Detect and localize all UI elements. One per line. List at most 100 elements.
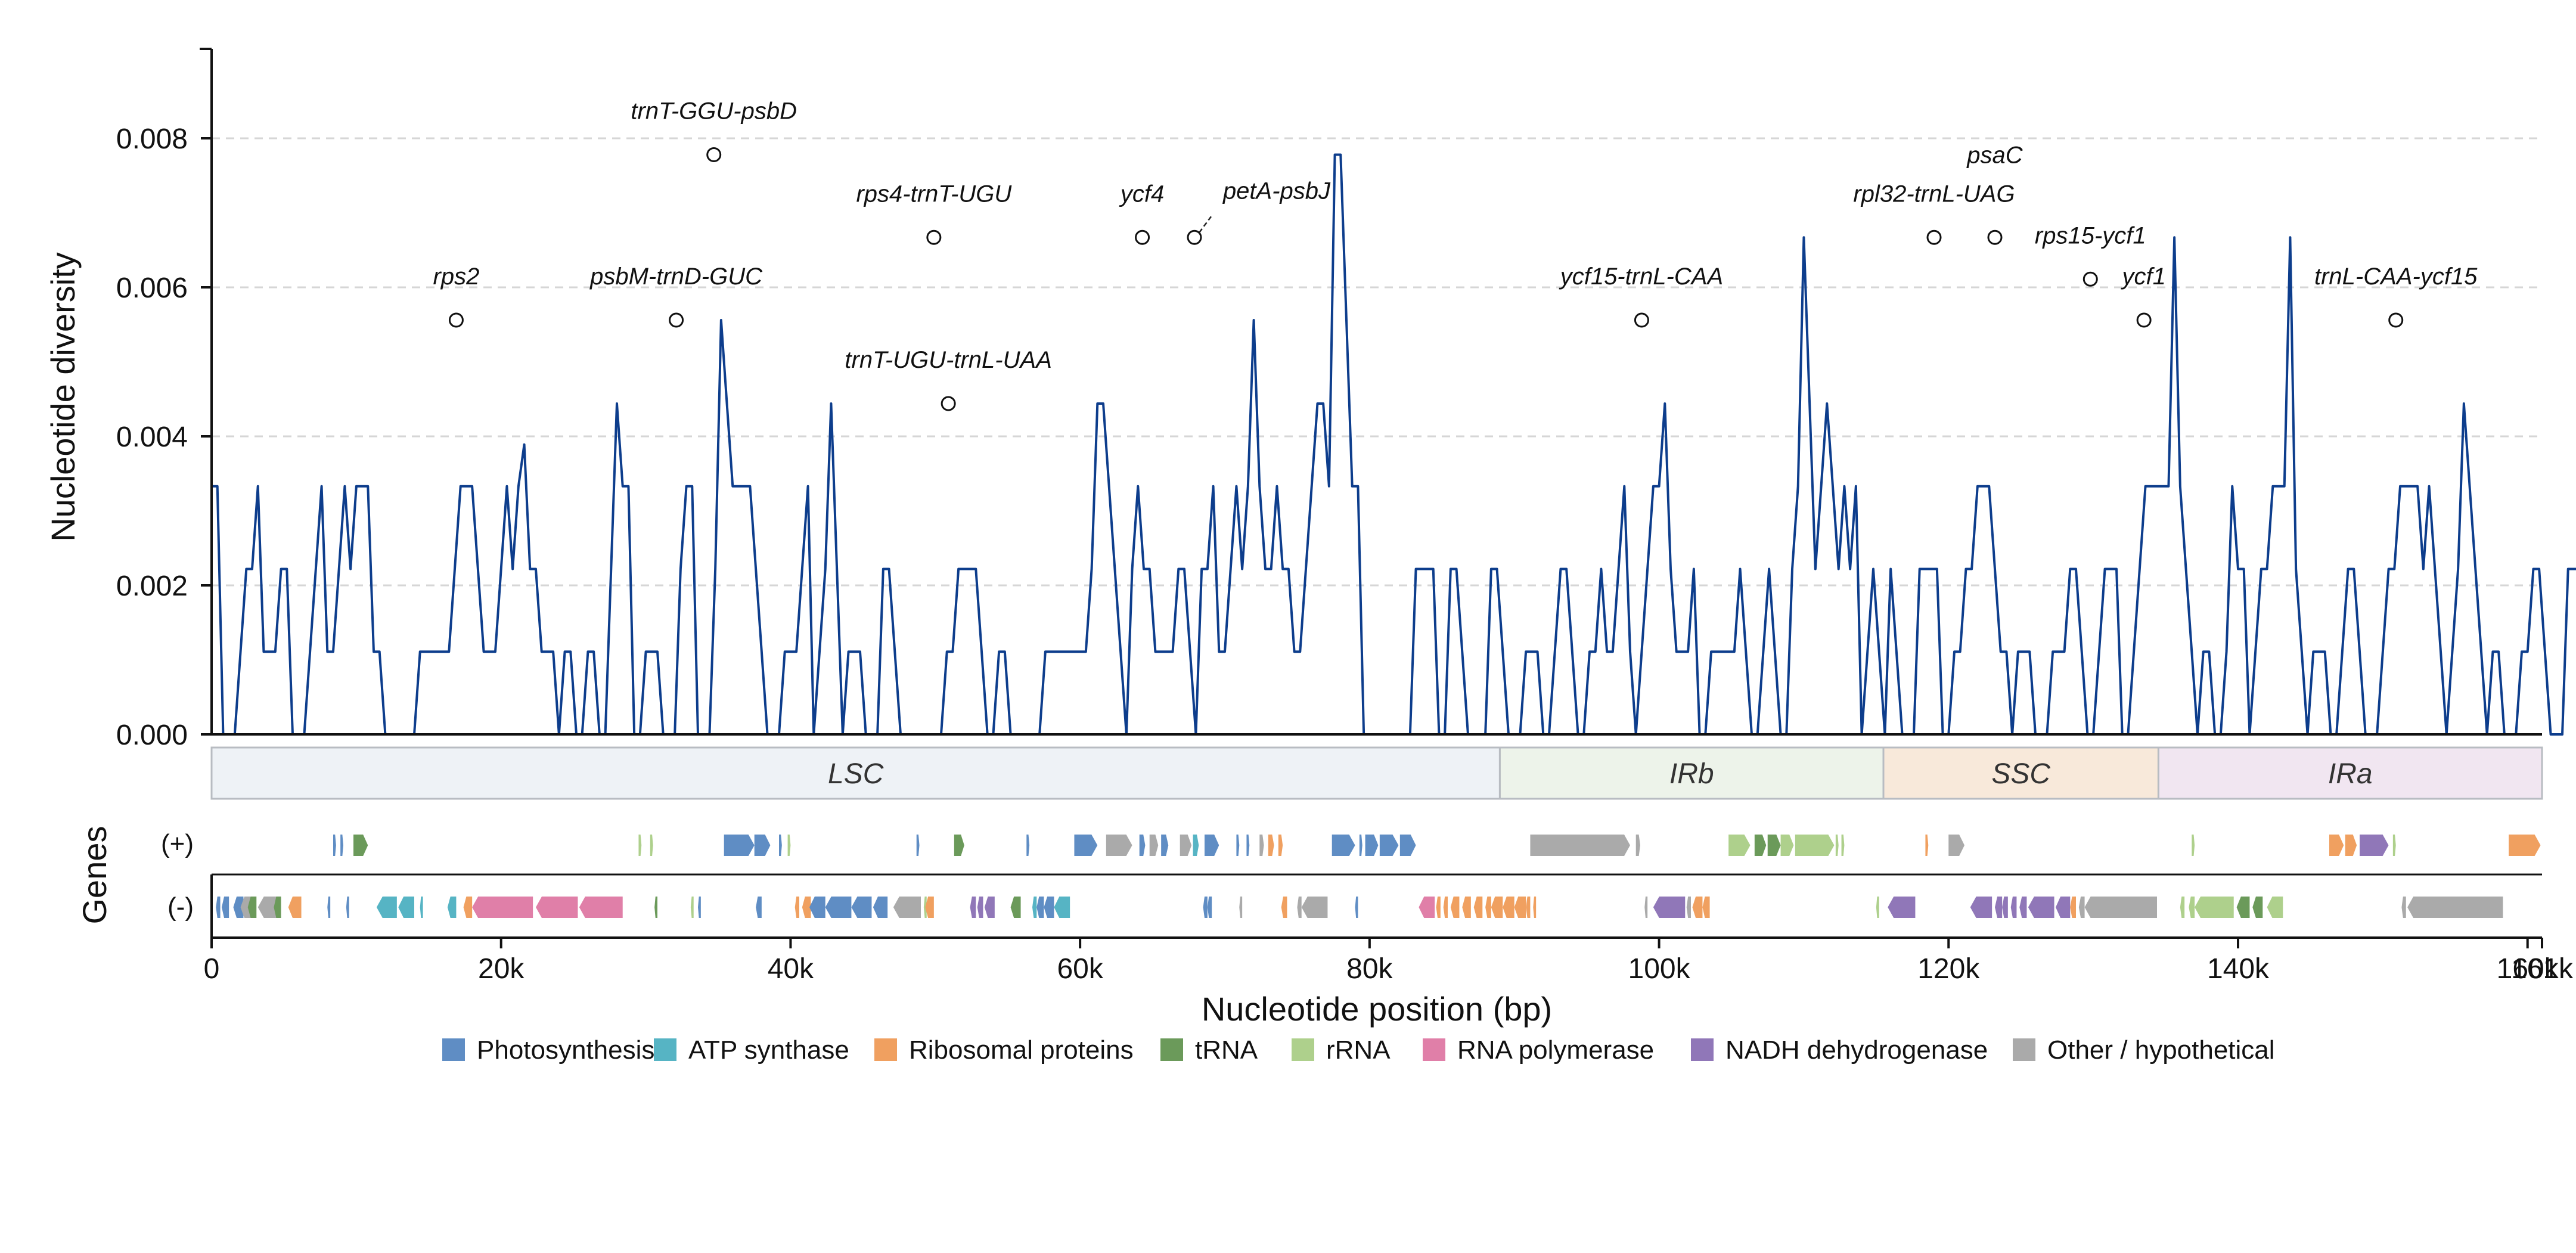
gene-feature xyxy=(2070,897,2076,918)
gene-feature xyxy=(1203,897,1208,918)
gene-feature xyxy=(472,897,533,918)
gene-feature xyxy=(1780,835,1794,856)
y-tick-label: 0.000 xyxy=(116,719,188,751)
gene-feature xyxy=(893,897,921,918)
gene-feature xyxy=(970,897,976,918)
peak-marker xyxy=(1135,229,1150,245)
gene-feature xyxy=(638,835,642,856)
x-tick-label: 40k xyxy=(768,953,814,985)
gene-feature xyxy=(2252,897,2263,918)
gene-feature xyxy=(1379,835,1399,856)
gene-feature xyxy=(654,897,657,918)
gene-feature xyxy=(1365,835,1379,856)
gene-feature xyxy=(1032,897,1037,918)
gene-feature xyxy=(1995,897,2003,918)
gene-feature xyxy=(690,897,694,918)
gene-feature xyxy=(1044,897,1054,918)
gene-feature xyxy=(1948,835,1964,856)
legend-label: Ribosomal proteins xyxy=(909,1035,1134,1065)
gene-feature xyxy=(1054,897,1070,918)
x-tick-label: 120k xyxy=(1917,953,1980,985)
gene-feature xyxy=(1841,835,1845,856)
y-tick-label: 0.002 xyxy=(116,570,188,602)
gene-feature xyxy=(756,897,762,918)
peak-marker xyxy=(2388,312,2404,328)
gene-feature xyxy=(1246,835,1250,856)
diversity-series xyxy=(212,153,2576,736)
gene-feature xyxy=(2360,835,2389,856)
legend-swatch xyxy=(1160,1038,1183,1061)
gene-feature xyxy=(1503,897,1514,918)
region-block xyxy=(1882,746,2159,800)
gene-feature xyxy=(977,897,983,918)
gene-feature xyxy=(1530,835,1630,856)
gene-feature xyxy=(327,897,331,918)
legend-label: NADH dehydrogenase xyxy=(1725,1035,1988,1065)
axes: 0.000 0.002 0.004 0.006 0.008 0 20k 40k 60k 80k 10… xyxy=(116,48,2574,985)
gene-feature xyxy=(1359,835,1363,856)
gene-feature xyxy=(579,897,623,918)
gene-feature xyxy=(340,835,343,856)
y-tick-label: 0.008 xyxy=(116,123,188,155)
gene-feature xyxy=(1399,835,1416,856)
gene-feature xyxy=(1970,897,1992,918)
gene-feature xyxy=(2078,897,2085,918)
peak-marker xyxy=(448,312,464,328)
gene-feature xyxy=(1297,897,1302,918)
gene-feature xyxy=(2180,897,2185,918)
legend-swatch xyxy=(1691,1038,1714,1061)
peak-marker xyxy=(669,312,684,328)
region-block xyxy=(2157,746,2543,800)
x-tick-label: 100k xyxy=(1628,953,1691,985)
gene-feature xyxy=(2002,897,2008,918)
gene-feature xyxy=(2509,835,2541,856)
region-bar: LSC IRb SSC IRa xyxy=(210,746,2543,800)
x-tick-label: 60k xyxy=(1057,953,1103,985)
legend-label: ATP synthase xyxy=(688,1035,849,1065)
peak-label: ycf1 xyxy=(2120,263,2165,290)
diversity-line xyxy=(212,153,2576,736)
legend-label: tRNA xyxy=(1195,1035,1258,1065)
gene-feature xyxy=(754,835,771,856)
y-gridlines xyxy=(212,137,2542,587)
gene-feature xyxy=(1925,835,1929,856)
gene-feature xyxy=(825,897,852,918)
gene-feature xyxy=(1161,835,1169,856)
region-label: LSC xyxy=(828,758,884,790)
gene-feature xyxy=(447,897,457,918)
gene-feature xyxy=(1010,897,1021,918)
gene-tracks xyxy=(212,835,2542,918)
gene-feature xyxy=(233,897,244,918)
peak-label: ycf15-trnL-CAA xyxy=(1559,263,1723,290)
gene-feature xyxy=(809,897,825,918)
y-axis-title: Nucleotide diversity xyxy=(44,252,82,542)
peak-marker xyxy=(1634,312,1649,328)
gene-feature xyxy=(353,835,368,856)
gene-feature xyxy=(802,897,811,918)
gene-feature xyxy=(954,835,964,856)
gene-feature xyxy=(1259,835,1264,856)
region-block xyxy=(210,746,1501,800)
gene-feature xyxy=(779,835,782,856)
gene-feature xyxy=(1207,897,1212,918)
gene-feature xyxy=(1767,835,1781,856)
gene-feature xyxy=(724,835,755,856)
gene-feature xyxy=(984,897,995,918)
gene-feature xyxy=(2028,897,2054,918)
region-block xyxy=(1498,746,1885,800)
gene-feature xyxy=(916,835,920,856)
peak-label: rps15-ycf1 xyxy=(2035,222,2146,249)
gene-feature xyxy=(1268,835,1274,856)
gene-feature xyxy=(1149,835,1159,856)
legend-label: Photosynthesis xyxy=(477,1035,654,1065)
peak-marker xyxy=(941,396,956,411)
peak-marker xyxy=(2136,312,2152,328)
x-tick-label: 20k xyxy=(478,953,524,985)
gene-feature xyxy=(1278,835,1283,856)
gene-feature xyxy=(650,835,653,856)
peak-leader-line xyxy=(1198,216,1212,233)
gene-feature xyxy=(1876,897,1879,918)
gene-feature xyxy=(1692,897,1703,918)
gene-feature xyxy=(1473,897,1483,918)
